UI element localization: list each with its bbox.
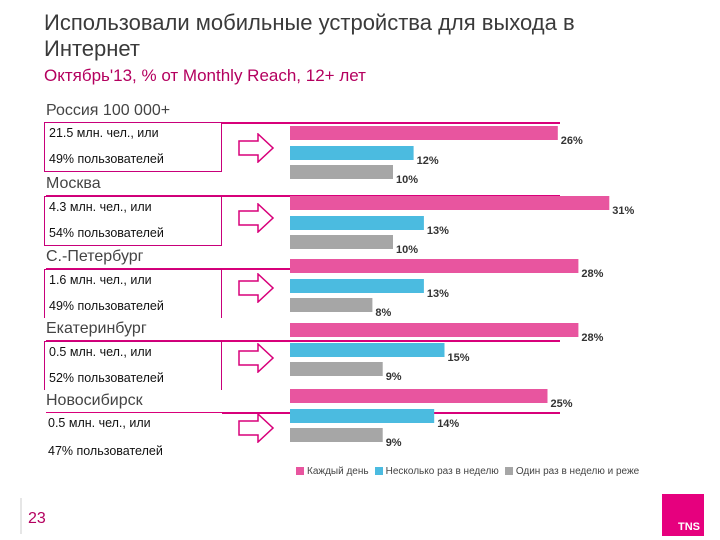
audience-share: 49% пользователей bbox=[49, 299, 164, 313]
data-label: 8% bbox=[375, 307, 391, 319]
legend-item-weekly: Несколько раз в неделю bbox=[374, 466, 499, 477]
legend-swatch bbox=[296, 467, 304, 476]
region-info-box: 0.5 млн. чел., или 52% пользователей bbox=[44, 341, 222, 391]
tns-logo: TNS bbox=[662, 494, 704, 536]
bar bbox=[290, 389, 548, 403]
right-arrow-icon bbox=[238, 273, 274, 303]
footer-divider bbox=[20, 498, 22, 534]
bar bbox=[290, 259, 579, 273]
bar bbox=[290, 216, 424, 230]
bar bbox=[290, 165, 393, 179]
region-name: С.-Петербург bbox=[46, 248, 144, 265]
region-name: Екатеринбург bbox=[46, 320, 147, 337]
data-label: 10% bbox=[396, 174, 418, 186]
legend-swatch bbox=[504, 467, 513, 476]
audience-size: 4.3 млн. чел., или bbox=[49, 200, 152, 214]
audience-share: 49% пользователей bbox=[49, 152, 164, 166]
bar bbox=[290, 126, 558, 140]
legend-item-rare: Один раз в неделю и реже bbox=[504, 466, 640, 477]
audience-size: 21.5 млн. чел., или bbox=[49, 126, 159, 140]
data-label: 9% bbox=[386, 437, 402, 449]
audience-size: 0.5 млн. чел., или bbox=[48, 416, 151, 430]
legend-swatch bbox=[374, 467, 383, 476]
right-arrow-icon bbox=[238, 133, 274, 163]
bar bbox=[290, 323, 579, 337]
data-label: 10% bbox=[396, 244, 418, 256]
page-number: 23 bbox=[28, 510, 46, 527]
data-label: 14% bbox=[437, 418, 459, 430]
data-label: 25% bbox=[551, 398, 573, 410]
right-arrow-icon bbox=[238, 413, 274, 443]
chart-legend: Каждый день Несколько раз в неделю Один … bbox=[296, 466, 639, 477]
legend-label: Один раз в неделю и реже bbox=[515, 466, 640, 477]
bar bbox=[290, 409, 435, 423]
right-arrow-icon bbox=[238, 203, 274, 233]
bar bbox=[290, 428, 383, 442]
region-info-box: 1.6 млн. чел., или 49% пользователей bbox=[44, 269, 222, 319]
region-info-box: 0.5 млн. чел., или 47% пользователей bbox=[44, 413, 222, 463]
audience-size: 1.6 млн. чел., или bbox=[49, 273, 152, 287]
region-name: Москва bbox=[46, 175, 101, 192]
data-label: 9% bbox=[386, 371, 402, 383]
region-header-russia: Россия 100 000+ bbox=[0, 100, 560, 124]
data-label: 28% bbox=[581, 332, 603, 344]
data-label: 15% bbox=[448, 352, 470, 364]
data-label: 12% bbox=[417, 155, 439, 167]
bar bbox=[290, 279, 424, 293]
bar bbox=[290, 343, 445, 357]
legend-label: Каждый день bbox=[307, 466, 369, 477]
audience-share: 47% пользователей bbox=[48, 444, 163, 458]
bar bbox=[290, 298, 373, 312]
audience-share: 52% пользователей bbox=[49, 371, 164, 385]
logo-text: TNS bbox=[678, 521, 700, 533]
data-label: 31% bbox=[612, 205, 634, 217]
audience-share: 54% пользователей bbox=[49, 226, 164, 240]
legend-item-daily: Каждый день bbox=[296, 466, 369, 477]
right-arrow-icon bbox=[238, 343, 274, 373]
legend-label: Несколько раз в неделю bbox=[385, 466, 499, 477]
data-label: 13% bbox=[427, 288, 449, 300]
data-label: 28% bbox=[581, 268, 603, 280]
bar bbox=[290, 146, 414, 160]
region-info-box: 21.5 млн. чел., или 49% пользователей bbox=[44, 122, 222, 172]
data-label: 13% bbox=[427, 225, 449, 237]
bar bbox=[290, 196, 610, 210]
bar bbox=[290, 235, 393, 249]
data-label: 26% bbox=[561, 135, 583, 147]
region-name: Россия 100 000+ bbox=[46, 102, 171, 119]
page-subtitle: Октябрь'13, % от Monthly Reach, 12+ лет bbox=[44, 66, 366, 85]
region-info-box: 4.3 млн. чел., или 54% пользователей bbox=[44, 196, 222, 246]
audience-size: 0.5 млн. чел., или bbox=[49, 345, 152, 359]
page-title: Использовали мобильные устройства для вы… bbox=[44, 10, 575, 61]
region-name: Новосибирск bbox=[46, 392, 143, 409]
bar bbox=[290, 362, 383, 376]
